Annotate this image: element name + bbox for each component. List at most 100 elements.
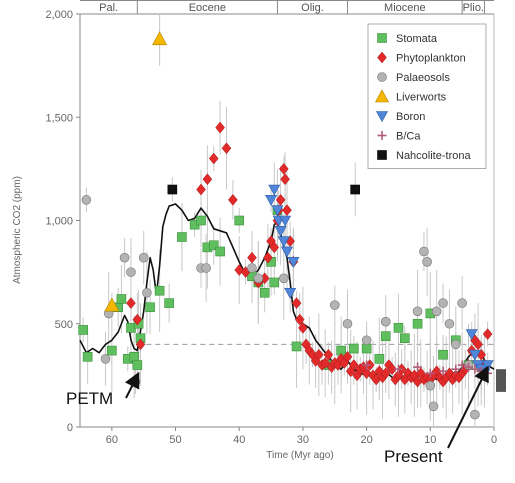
palaeosols-point bbox=[450, 339, 461, 350]
phytoplankton-point bbox=[280, 173, 290, 186]
phytoplankton-point bbox=[278, 162, 289, 175]
legend-label: Palaeosols bbox=[396, 72, 450, 84]
palaeosols-point bbox=[279, 273, 289, 284]
stomata-point bbox=[361, 343, 372, 354]
boron-point bbox=[280, 246, 294, 258]
stomata-point bbox=[291, 341, 302, 352]
phytoplankton-point bbox=[263, 251, 273, 264]
palaeosols-point bbox=[81, 195, 92, 205]
b-ca-point bbox=[451, 364, 461, 374]
stomata-point bbox=[269, 277, 280, 288]
y-tick-label: 0 bbox=[67, 422, 73, 434]
palaeosols-point bbox=[253, 273, 264, 284]
palaeosols-point bbox=[380, 316, 391, 327]
phytoplankton-point bbox=[275, 193, 286, 206]
palaeosols-point bbox=[126, 267, 136, 277]
y-axis-title: Atmospheric CO2 (ppm) bbox=[12, 176, 23, 284]
b-ca-point bbox=[425, 368, 435, 378]
present-arrow bbox=[447, 365, 489, 449]
palaeosols-point bbox=[431, 306, 442, 317]
phytoplankton-point bbox=[323, 348, 334, 361]
stomata-point bbox=[132, 360, 143, 370]
x-tick-label: 0 bbox=[491, 434, 497, 446]
epoch-label: Plio. bbox=[463, 2, 484, 14]
palaeosols-point bbox=[329, 300, 340, 310]
stomata-point bbox=[259, 287, 270, 298]
x-tick-label: 50 bbox=[169, 434, 181, 446]
legend-label: Liverworts bbox=[396, 92, 447, 104]
stomata-point bbox=[349, 343, 359, 354]
palaeosols-point bbox=[201, 263, 211, 273]
boron-point bbox=[277, 236, 290, 248]
y-tick-label: 500 bbox=[55, 319, 73, 331]
nahcolite-trona-point bbox=[350, 184, 360, 195]
legend-label: Stomata bbox=[396, 33, 438, 45]
epoch-label: Olig. bbox=[301, 2, 324, 14]
palaeosols-point bbox=[457, 298, 467, 308]
legend-label: Nahcolite-trona bbox=[396, 150, 471, 162]
phytoplankton-point bbox=[349, 359, 359, 371]
phytoplankton-point bbox=[202, 173, 213, 186]
phytoplankton-point bbox=[320, 357, 331, 369]
present-label: Present bbox=[384, 447, 443, 466]
boron-point bbox=[287, 256, 300, 268]
stomata-point bbox=[412, 318, 423, 329]
palaeosols-point bbox=[361, 335, 372, 346]
phytoplankton-point bbox=[387, 363, 397, 376]
y-tick-label: 2,000 bbox=[45, 9, 73, 21]
palaeosols-point bbox=[428, 401, 439, 412]
stomata-point bbox=[129, 351, 139, 362]
stomata-point bbox=[164, 298, 174, 308]
legend-marker bbox=[375, 111, 389, 123]
phytoplankton-point bbox=[126, 297, 136, 309]
phytoplankton-point bbox=[208, 152, 219, 165]
palaeosols-point bbox=[342, 318, 353, 329]
epoch-band: Pal. Eocene Olig. Miocene Plio. bbox=[80, 0, 494, 15]
y-tick-label: 1,500 bbox=[45, 112, 73, 124]
palaeosols-point bbox=[470, 409, 480, 420]
boron-point bbox=[265, 195, 278, 206]
legend-label: B/Ca bbox=[396, 131, 421, 143]
palaeosols-point bbox=[138, 252, 149, 263]
b-ca-point bbox=[393, 364, 403, 374]
phytoplankton-point bbox=[135, 338, 146, 351]
palaeosols-point bbox=[438, 298, 448, 308]
phytoplankton-point bbox=[342, 350, 353, 363]
boron-point bbox=[279, 215, 292, 227]
stomata-point bbox=[78, 325, 88, 335]
legend-marker bbox=[377, 131, 387, 140]
b-ca-point bbox=[464, 362, 474, 372]
boron-point bbox=[465, 329, 478, 341]
stomata-point bbox=[400, 333, 410, 344]
x-tick-label: 30 bbox=[297, 434, 309, 446]
phytoplankton-point bbox=[473, 338, 483, 351]
stomata-point bbox=[116, 294, 127, 304]
legend-marker bbox=[377, 33, 387, 43]
phytoplankton-point bbox=[269, 241, 280, 254]
phytoplankton-point bbox=[291, 297, 302, 309]
phytoplankton-point bbox=[132, 313, 143, 326]
x-axis-title: Time (Myr ago) bbox=[266, 450, 333, 461]
stomata-point bbox=[154, 285, 165, 296]
nahcolite-trona-point bbox=[167, 184, 178, 195]
phytoplankton-point bbox=[482, 328, 493, 340]
petm-arrow bbox=[124, 371, 140, 399]
boron-point bbox=[274, 226, 287, 237]
y-tick-label: 1,000 bbox=[45, 216, 73, 228]
epoch-label: Miocene bbox=[384, 2, 426, 14]
legend-marker bbox=[374, 89, 390, 103]
stomata-point bbox=[438, 349, 448, 360]
axis-ticks: 60 50 40 30 20 10 0 0 500 1,000 1,500 2,000 bbox=[45, 9, 497, 446]
x-tick-label: 40 bbox=[233, 434, 245, 446]
phytoplankton-point bbox=[215, 121, 225, 134]
epoch-label: Pal. bbox=[99, 2, 118, 14]
palaeosols-point bbox=[444, 318, 455, 329]
phytoplankton-point bbox=[196, 183, 206, 196]
petm-label: PETM bbox=[66, 389, 113, 408]
palaeosols-point bbox=[425, 380, 436, 391]
stomata-point bbox=[215, 246, 225, 257]
liverworts-point bbox=[152, 31, 168, 46]
legend-marker bbox=[377, 51, 387, 64]
stomata-point bbox=[374, 354, 385, 364]
stomata-point bbox=[82, 351, 93, 362]
